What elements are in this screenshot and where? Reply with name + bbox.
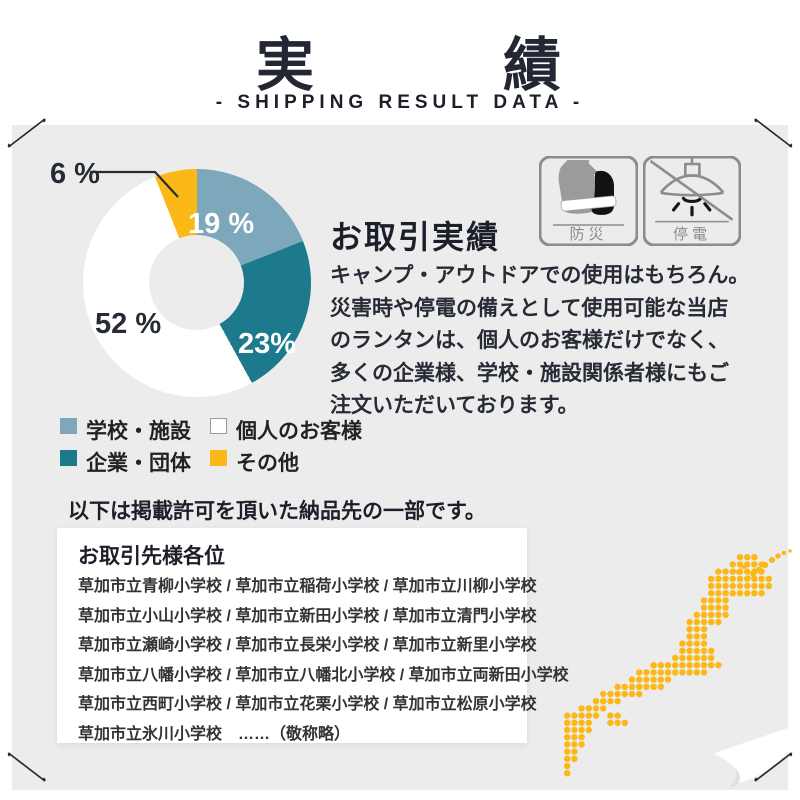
svg-text:停電: 停電: [673, 226, 711, 243]
svg-text:防災: 防災: [569, 226, 607, 243]
